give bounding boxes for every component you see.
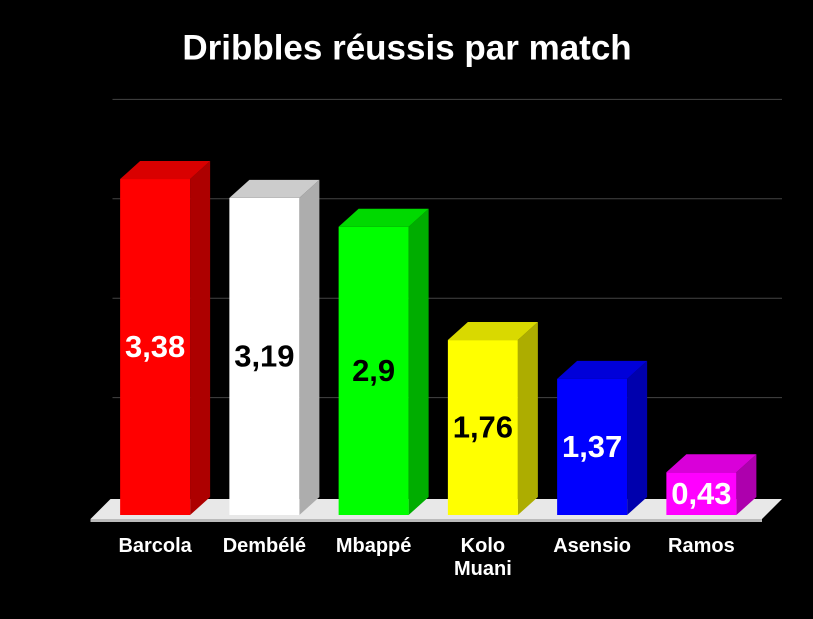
bar-top [557, 360, 648, 379]
x-tick-label: Kolo Muani [453, 535, 512, 580]
x-tick-label: Barcola [118, 535, 192, 557]
bar-side [627, 360, 648, 515]
value-label: 3,38 [125, 329, 185, 364]
bar-top [338, 208, 429, 227]
floor-edge [90, 519, 762, 522]
bar [229, 197, 300, 515]
bar [447, 340, 518, 515]
value-label: 2,9 [352, 353, 395, 388]
bar-top [229, 179, 320, 198]
bar-side [408, 208, 429, 516]
bar-side [517, 322, 538, 515]
bar-side [190, 161, 211, 515]
value-label: 1,76 [453, 410, 513, 445]
value-label: 0,43 [671, 476, 731, 511]
bar-top [666, 454, 757, 473]
x-tick-label: Asensio [553, 535, 632, 557]
bar [120, 179, 191, 515]
x-tick-label: Dembélé [222, 535, 307, 557]
x-tick-label: Ramos [668, 535, 735, 557]
bar [666, 472, 737, 515]
bar-side [736, 454, 757, 515]
value-label: 3,19 [234, 339, 294, 374]
x-tick-label: Mbappé [335, 535, 412, 557]
bar [557, 378, 628, 515]
bar-top [120, 161, 211, 180]
value-label: 1,37 [562, 429, 622, 464]
bar [338, 226, 409, 516]
bar-top [447, 322, 538, 341]
chart-title: Dribbles réussis par match [182, 28, 631, 67]
bar-side [299, 179, 320, 515]
